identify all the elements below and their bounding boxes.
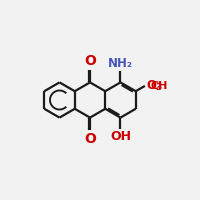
Text: O: O [146,79,156,92]
Text: NH₂: NH₂ [108,57,133,70]
Text: OH: OH [110,130,131,143]
Text: CH: CH [150,81,167,91]
Text: O: O [84,132,96,146]
Text: O: O [84,54,96,68]
Text: 3: 3 [156,83,162,92]
